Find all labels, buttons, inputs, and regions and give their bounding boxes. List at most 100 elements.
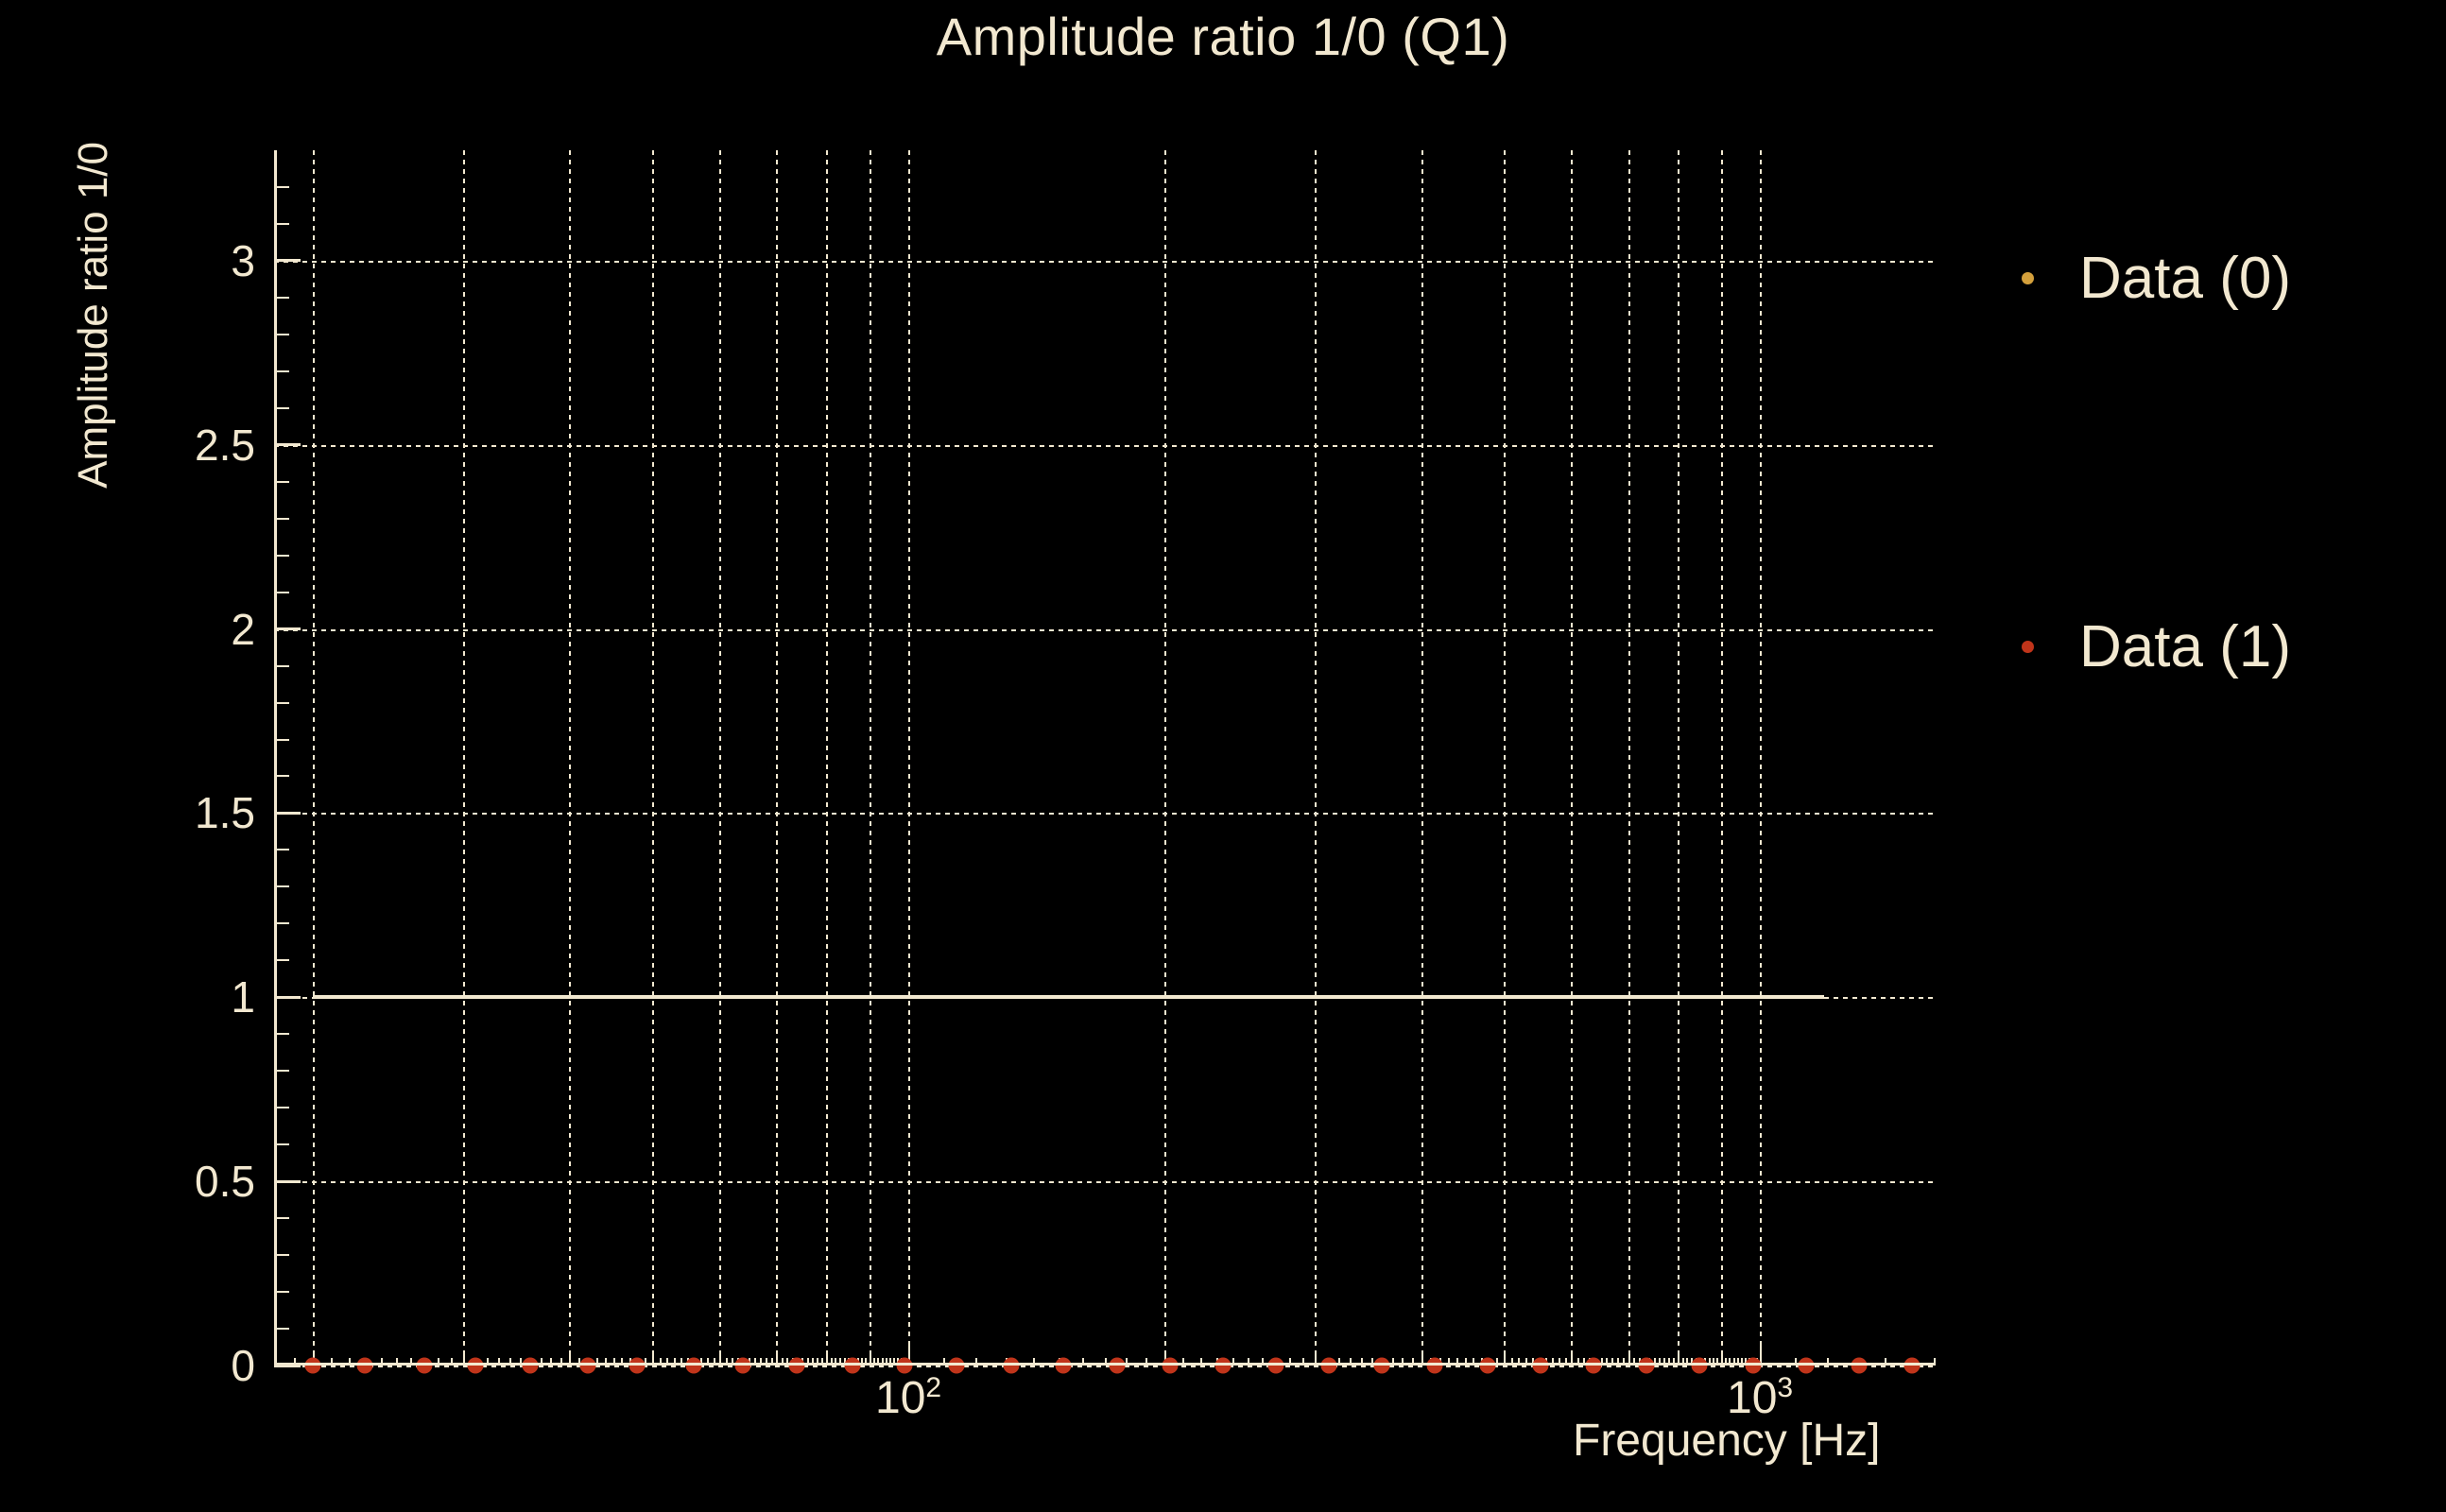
data-point — [1320, 1357, 1337, 1374]
y-tick-label: 0.5 — [195, 1157, 255, 1207]
data-point — [579, 1357, 596, 1374]
data-point — [1903, 1357, 1921, 1374]
data-point — [1267, 1357, 1284, 1374]
data-point — [948, 1357, 965, 1374]
x-tick-sub-minor — [706, 1358, 709, 1366]
gridline-horizontal — [274, 444, 1934, 447]
data-point — [896, 1357, 913, 1374]
x-tick-sub-minor — [1338, 1358, 1341, 1366]
x-tick-sub-minor — [873, 1358, 876, 1366]
y-tick-minor — [274, 1070, 289, 1073]
x-tick-sub-minor — [1456, 1358, 1458, 1366]
x-tick-sub-minor — [1421, 1358, 1423, 1366]
x-tick-sub-minor — [1473, 1358, 1475, 1366]
x-tick-sub-minor — [943, 1358, 946, 1366]
y-tick-minor — [274, 1217, 289, 1220]
x-tick-sub-minor — [713, 1358, 715, 1366]
y-tick-minor — [274, 185, 289, 188]
x-tick-sub-minor — [1510, 1358, 1513, 1366]
x-tick-sub-minor — [888, 1358, 891, 1366]
data-point — [1003, 1357, 1020, 1374]
data-point — [522, 1357, 539, 1374]
x-tick-sub-minor — [666, 1358, 669, 1366]
x-tick-sub-minor — [1447, 1358, 1450, 1366]
x-tick-sub-minor — [651, 1358, 654, 1366]
x-tick-sub-minor — [1199, 1358, 1202, 1366]
data-point — [685, 1357, 702, 1374]
gridline-vertical — [313, 150, 316, 1366]
x-tick-sub-minor — [839, 1358, 842, 1366]
gridline-vertical — [1760, 150, 1763, 1366]
gridline-vertical — [1677, 150, 1679, 1366]
x-tick-sub-minor — [1827, 1358, 1830, 1366]
x-tick-sub-minor — [1677, 1358, 1679, 1366]
x-tick-sub-minor — [1628, 1358, 1630, 1366]
x-tick-sub-minor — [1518, 1358, 1521, 1366]
x-tick-sub-minor — [877, 1358, 880, 1366]
x-tick-sub-minor — [621, 1358, 624, 1366]
y-tick-minor — [274, 480, 289, 483]
y-tick-minor — [274, 296, 289, 299]
x-tick-sub-minor — [450, 1358, 453, 1366]
x-tick-sub-minor — [1411, 1358, 1414, 1366]
x-tick-sub-minor — [1126, 1358, 1128, 1366]
y-tick-minor — [274, 701, 289, 704]
x-tick-sub-minor — [1795, 1358, 1798, 1366]
x-tick-sub-minor — [975, 1358, 978, 1366]
legend-entry[interactable]: Data (0) — [1975, 235, 2429, 320]
x-tick-sub-minor — [1653, 1358, 1656, 1366]
x-tick-sub-minor — [861, 1358, 863, 1366]
x-tick-sub-minor — [1633, 1358, 1636, 1366]
x-tick-sub-minor — [1301, 1358, 1304, 1366]
legend: Data (0) Data (1) — [1975, 150, 2429, 1366]
y-axis-tick-labels: 0 0.5 1 1.5 2 2.5 3 — [0, 150, 257, 1390]
x-tick-sub-minor — [1288, 1358, 1291, 1366]
x-tick-sub-minor — [869, 1358, 871, 1366]
y-tick-label: 0 — [231, 1341, 255, 1390]
x-tick-sub-minor — [1495, 1358, 1498, 1366]
x-tick-sub-minor — [1732, 1358, 1735, 1366]
x-tick-sub-minor — [1741, 1358, 1743, 1366]
x-tick-sub-minor — [816, 1358, 818, 1366]
x-tick-sub-minor — [1600, 1358, 1603, 1366]
x-tick-sub-minor — [1576, 1358, 1579, 1366]
x-tick-sub-minor — [604, 1358, 607, 1366]
reference-line-unity — [313, 995, 1825, 1000]
x-tick-sub-minor — [786, 1358, 789, 1366]
x-tick-sub-minor — [487, 1358, 490, 1366]
gridline-vertical — [569, 150, 572, 1366]
x-tick-sub-minor — [1247, 1358, 1249, 1366]
x-tick-sub-minor — [380, 1358, 383, 1366]
gridline-vertical — [1720, 150, 1723, 1366]
x-tick-sub-minor — [806, 1358, 809, 1366]
y-tick-major — [274, 443, 301, 447]
x-tick-label: 103 — [1727, 1372, 1794, 1423]
data-point — [1851, 1357, 1868, 1374]
data-point — [1479, 1357, 1496, 1374]
x-tick-sub-minor — [560, 1358, 562, 1366]
y-tick-minor — [274, 554, 289, 557]
data-point — [1638, 1357, 1655, 1374]
gridline-vertical — [1314, 150, 1317, 1366]
x-tick-sub-minor — [1360, 1358, 1363, 1366]
x-tick-sub-minor — [540, 1358, 543, 1366]
x-tick-sub-minor — [1182, 1358, 1185, 1366]
x-tick-sub-minor — [498, 1358, 501, 1366]
plot-background — [274, 150, 1934, 1366]
x-tick-sub-minor — [1667, 1358, 1670, 1366]
x-tick-sub-minor — [1583, 1358, 1585, 1366]
x-tick-sub-minor — [1611, 1358, 1614, 1366]
legend-entry[interactable]: Data (1) — [1975, 604, 2429, 689]
x-tick-sub-minor — [644, 1358, 646, 1366]
x-tick-major — [908, 1341, 911, 1366]
x-tick-sub-minor — [1934, 1358, 1936, 1366]
x-tick-sub-minor — [1708, 1358, 1711, 1366]
y-tick-minor — [274, 333, 289, 335]
x-tick-sub-minor — [462, 1358, 465, 1366]
x-tick-sub-minor — [731, 1358, 733, 1366]
gridline-horizontal — [274, 813, 1934, 816]
x-tick-sub-minor — [595, 1358, 598, 1366]
gridline-vertical — [869, 150, 871, 1366]
gridline-vertical — [776, 150, 779, 1366]
gridline-horizontal — [274, 1366, 1934, 1367]
